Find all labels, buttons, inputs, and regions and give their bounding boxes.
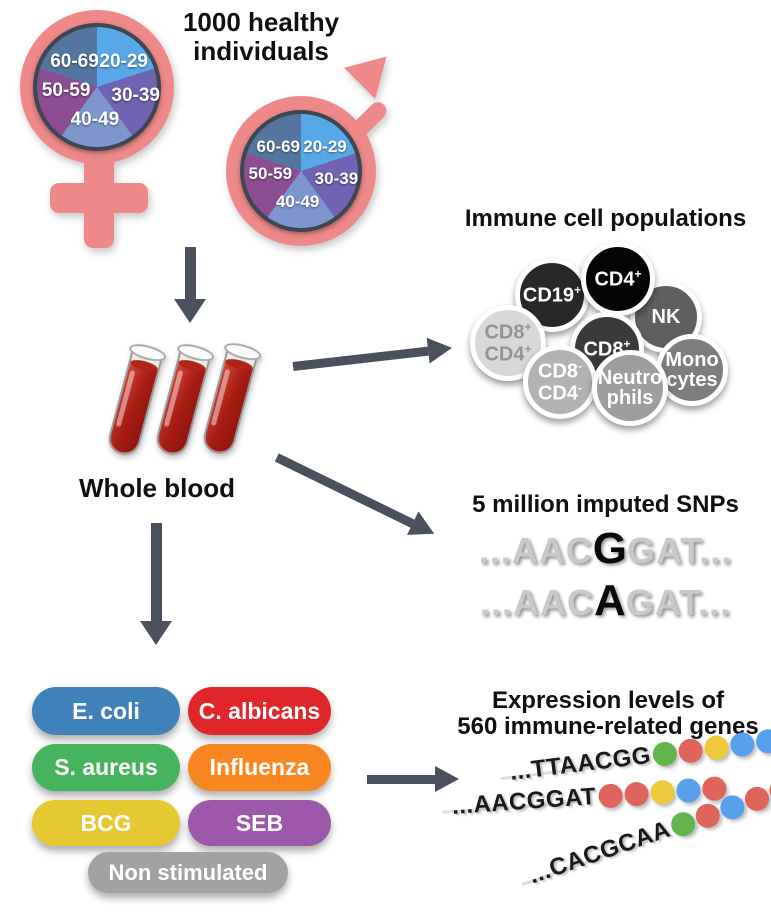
pie-label-20-29: 20-29 bbox=[99, 51, 148, 72]
expression-dot bbox=[597, 783, 623, 809]
pie-label-40-49: 40-49 bbox=[70, 108, 120, 130]
snp-variant-g: G bbox=[592, 524, 627, 573]
cell-neutrophils: Neutro phils bbox=[592, 350, 668, 426]
pie-label-20-29: 20-29 bbox=[303, 136, 347, 156]
arrow-blood-to-snps bbox=[271, 445, 440, 546]
pie-label-50-59: 50-59 bbox=[41, 79, 91, 101]
pie-label-40-49: 40-49 bbox=[275, 191, 320, 211]
pie-label-50-59: 50-59 bbox=[248, 164, 293, 184]
stimulus-ecoli: E. coli bbox=[32, 687, 180, 735]
snp-alleles: ...AACGGAT... ...AACAGAT... bbox=[440, 524, 771, 632]
arrow-individuals-to-blood bbox=[174, 247, 206, 323]
arrow-blood-to-immune-cells bbox=[292, 334, 454, 379]
expression-dot bbox=[623, 781, 649, 807]
expression-dot bbox=[675, 777, 701, 804]
male-age-pie-chart: 20-29 30-39 40-49 50-59 60-69 bbox=[240, 110, 362, 232]
cell-cd4: CD4+ bbox=[581, 242, 655, 316]
expression-dot bbox=[677, 737, 704, 765]
cell-cd8neg-cd4neg: CD8- CD4- bbox=[523, 345, 597, 419]
expression-dot bbox=[728, 731, 756, 758]
stimulus-influenza: Influenza bbox=[188, 744, 331, 791]
stimulus-bcg: BCG bbox=[32, 800, 180, 846]
figure-title: 1000 healthy individuals bbox=[151, 8, 371, 65]
expression-dot bbox=[702, 734, 730, 762]
expression-dot bbox=[651, 740, 679, 768]
figure-title-line1: 1000 healthy bbox=[182, 7, 340, 37]
expression-dot bbox=[716, 792, 748, 823]
stimulus-nonstimulated: Non stimulated bbox=[88, 852, 288, 893]
female-symbol-crossbar bbox=[50, 183, 148, 213]
snps-section-title: 5 million imputed SNPs bbox=[472, 491, 739, 518]
snp-variant-a: A bbox=[593, 576, 626, 625]
snp-allele-1: ...AACGGAT... bbox=[478, 524, 733, 573]
stimulus-seb: SEB bbox=[188, 800, 331, 846]
expression-dot bbox=[649, 779, 675, 806]
pie-label-30-39: 30-39 bbox=[314, 168, 359, 188]
pie-label-60-69: 60-69 bbox=[256, 136, 301, 156]
immune-section-title: Immune cell populations bbox=[464, 205, 747, 232]
expression-dot bbox=[692, 800, 723, 832]
pie-label-30-39: 30-39 bbox=[111, 84, 160, 106]
expression-title-line1: Expression levels of bbox=[491, 687, 725, 714]
expression-dot bbox=[741, 783, 771, 815]
cell-monocytes: Mono cytes bbox=[656, 334, 728, 406]
expression-dot bbox=[754, 727, 771, 755]
whole-blood-label: Whole blood bbox=[79, 473, 235, 503]
snp-allele-2: ...AACAGAT... bbox=[479, 576, 732, 625]
arrow-blood-to-stimuli bbox=[140, 523, 172, 645]
stimulus-saureus: S. aureus bbox=[32, 744, 180, 791]
arrow-stimuli-to-expression bbox=[367, 766, 459, 792]
female-age-pie-chart: 20-29 30-39 40-49 50-59 60-69 bbox=[33, 23, 161, 151]
figure-title-line2: individuals bbox=[193, 35, 329, 66]
pie-label-60-69: 60-69 bbox=[50, 51, 99, 72]
stimulus-calbicans: C. albicans bbox=[188, 687, 331, 735]
